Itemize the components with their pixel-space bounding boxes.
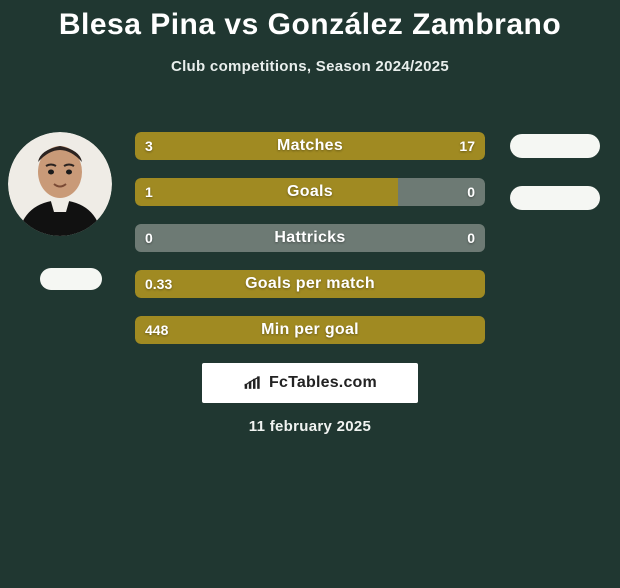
bar-hattricks: 0 0 Hattricks	[135, 224, 485, 252]
bar-matches: 3 17 Matches	[135, 132, 485, 160]
avatar-placeholder-icon	[8, 132, 112, 236]
club-badge-right-2	[510, 186, 600, 210]
page-title: Blesa Pina vs González Zambrano	[0, 8, 620, 42]
bar-label: Goals	[135, 178, 485, 206]
bar-label: Matches	[135, 132, 485, 160]
player-left-avatar	[8, 132, 112, 236]
bar-chart-icon	[243, 375, 263, 391]
watermark-text: FcTables.com	[269, 374, 377, 392]
watermark: FcTables.com	[202, 363, 418, 403]
comparison-bars: 3 17 Matches 1 0 Goals 0 0 Hattricks 0.3…	[135, 132, 485, 362]
bar-goals: 1 0 Goals	[135, 178, 485, 206]
date: 11 february 2025	[0, 418, 620, 435]
bar-goals-per-match: 0.33 Goals per match	[135, 270, 485, 298]
club-badge-left	[40, 268, 102, 290]
bar-min-per-goal: 448 Min per goal	[135, 316, 485, 344]
bar-label: Goals per match	[135, 270, 485, 298]
bar-label: Min per goal	[135, 316, 485, 344]
bar-label: Hattricks	[135, 224, 485, 252]
subtitle: Club competitions, Season 2024/2025	[0, 58, 620, 75]
club-badge-right-1	[510, 134, 600, 158]
